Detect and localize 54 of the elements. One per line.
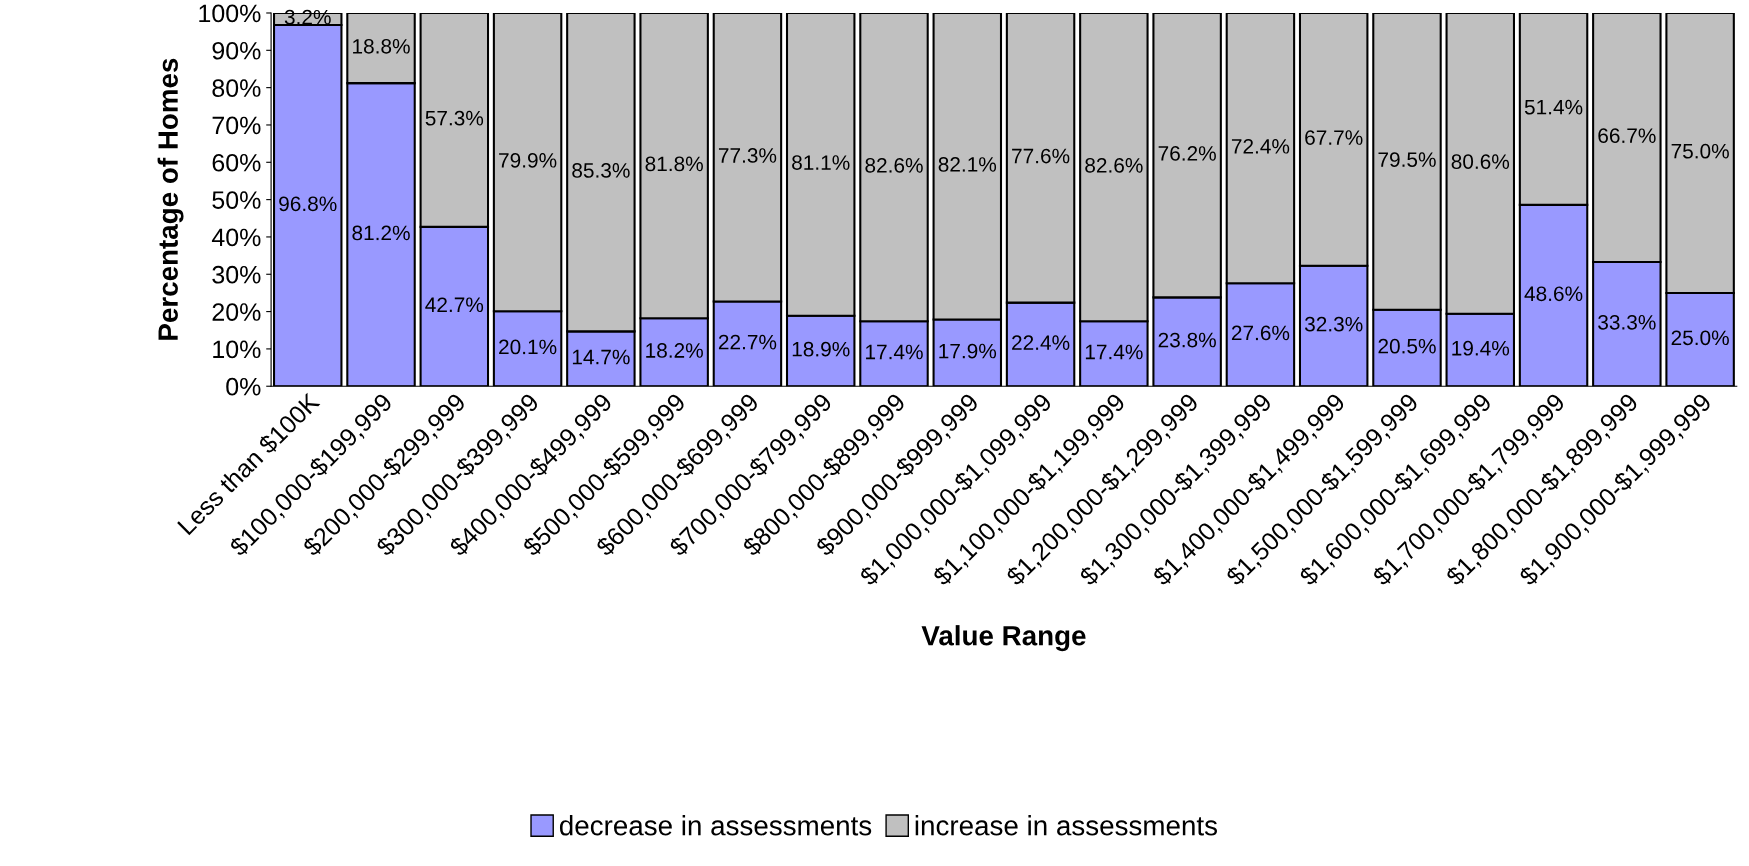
data-label: 20.5%: [1378, 338, 1436, 354]
data-label: 79.5%: [1378, 152, 1436, 167]
data-label: 23.8%: [1158, 332, 1216, 348]
data-label: 79.9%: [499, 152, 557, 168]
data-label: 42.7%: [425, 297, 484, 313]
data-label: 32.3%: [1304, 316, 1363, 332]
y-tick-label: 90%: [212, 41, 261, 60]
data-label: 17.9%: [939, 343, 997, 359]
data-label: 80.6%: [1451, 154, 1510, 169]
data-label: 18.2%: [646, 343, 703, 358]
data-label: 66.7%: [1598, 128, 1656, 144]
y-tick-label: 100%: [199, 4, 261, 23]
data-label: 48.6%: [1524, 286, 1583, 302]
data-label: 82.1%: [938, 157, 997, 172]
data-label: 18.8%: [353, 38, 410, 54]
data-label: 67.7%: [1305, 130, 1363, 145]
x-axis-title: Value Range: [921, 625, 1086, 652]
y-tick-label: 30%: [212, 265, 261, 284]
y-tick-label: 50%: [212, 191, 261, 209]
y-axis-title: Percentage of Homes: [157, 58, 184, 340]
data-label: 81.2%: [352, 225, 410, 241]
y-tick-label: 0%: [226, 377, 261, 396]
data-label: 76.2%: [1158, 146, 1216, 161]
data-label: 18.9%: [792, 341, 850, 357]
data-label: 82.6%: [865, 157, 923, 173]
data-label: 17.4%: [1085, 344, 1143, 360]
data-label: 33.3%: [1598, 314, 1656, 330]
data-label: 77.6%: [1012, 148, 1070, 164]
data-label: 81.1%: [792, 155, 850, 170]
y-tick-label: 40%: [211, 228, 261, 247]
data-label: 81.8%: [645, 156, 703, 172]
data-label: 75.0%: [1671, 143, 1729, 159]
data-label: 14.7%: [572, 349, 630, 365]
data-label: 22.4%: [1012, 335, 1070, 350]
data-label: 19.4%: [1452, 340, 1510, 356]
y-tick-label: 70%: [212, 116, 261, 135]
y-tick-label: 60%: [212, 153, 261, 172]
data-label: 85.3%: [572, 163, 630, 178]
data-label: 17.4%: [866, 344, 923, 360]
legend-label: increase in assessments: [915, 815, 1217, 836]
data-label: 82.6%: [1085, 157, 1143, 173]
y-tick-label: 20%: [212, 303, 261, 321]
data-label: 22.7%: [718, 334, 777, 350]
data-label: 51.4%: [1524, 99, 1583, 115]
data-label: 27.6%: [1231, 325, 1290, 341]
data-label: 96.8%: [279, 196, 337, 212]
legend-label: decrease in assessments: [559, 815, 872, 836]
data-label: 77.3%: [718, 148, 777, 163]
data-label: 72.4%: [1231, 138, 1290, 154]
data-label: 20.1%: [499, 339, 557, 355]
data-label: 25.0%: [1671, 330, 1729, 346]
y-tick-label: 10%: [213, 340, 261, 359]
data-label: 57.3%: [425, 110, 484, 126]
y-tick-label: 80%: [212, 79, 261, 97]
